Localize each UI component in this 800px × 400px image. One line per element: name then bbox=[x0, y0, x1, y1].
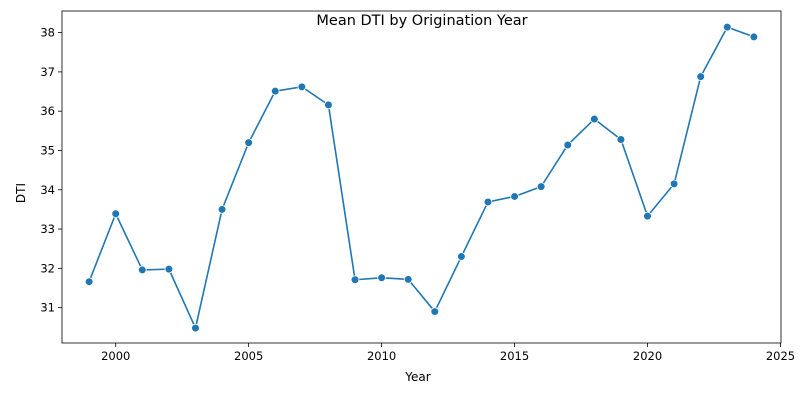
data-point bbox=[324, 100, 333, 110]
data-point bbox=[84, 277, 94, 287]
plot-series bbox=[84, 22, 759, 333]
data-point bbox=[669, 179, 679, 189]
y-tick-label: 38 bbox=[40, 26, 55, 40]
data-point bbox=[244, 138, 253, 147]
data-point bbox=[457, 252, 466, 261]
y-tick-label: 35 bbox=[40, 143, 55, 157]
y-tick-label: 32 bbox=[40, 261, 55, 275]
data-point bbox=[297, 82, 307, 92]
data-point bbox=[403, 275, 413, 284]
data-point bbox=[616, 135, 626, 144]
chart-title: Mean DTI by Origination Year bbox=[316, 13, 527, 29]
plot-area-frame bbox=[61, 10, 782, 344]
y-tick-label: 31 bbox=[40, 301, 55, 315]
data-point bbox=[191, 323, 200, 333]
data-point bbox=[643, 211, 652, 221]
data-point bbox=[590, 114, 599, 124]
data-point bbox=[111, 209, 121, 219]
data-point bbox=[377, 273, 386, 283]
x-tick-label: 2005 bbox=[234, 349, 263, 363]
data-point bbox=[270, 86, 280, 96]
data-point bbox=[696, 72, 705, 81]
x-axis: 2000 2005 2010 2015 2020 2025 bbox=[101, 343, 795, 363]
x-tick-label: 2015 bbox=[500, 349, 529, 363]
x-tick-label: 2010 bbox=[367, 349, 396, 363]
data-point bbox=[217, 205, 227, 214]
data-point bbox=[510, 192, 519, 201]
data-point bbox=[483, 197, 493, 207]
x-tick-label: 2020 bbox=[633, 349, 662, 363]
data-point bbox=[350, 275, 360, 285]
y-tick-label: 37 bbox=[40, 65, 55, 79]
y-axis-label: DTI bbox=[14, 183, 28, 203]
data-point bbox=[722, 22, 732, 32]
data-point bbox=[138, 265, 147, 275]
data-point bbox=[164, 264, 174, 274]
series-line bbox=[88, 26, 755, 329]
x-tick-label: 2000 bbox=[101, 349, 130, 363]
data-point bbox=[563, 140, 573, 150]
y-axis: 31 32 33 34 35 36 37 38 bbox=[40, 26, 62, 315]
y-tick-label: 34 bbox=[40, 183, 55, 197]
x-tick-label: 2025 bbox=[766, 349, 795, 363]
data-point bbox=[749, 32, 759, 42]
x-axis-label: Year bbox=[404, 370, 430, 384]
y-tick-label: 36 bbox=[40, 104, 55, 118]
y-tick-label: 33 bbox=[40, 222, 55, 236]
data-point bbox=[430, 307, 440, 316]
data-point bbox=[536, 182, 546, 191]
